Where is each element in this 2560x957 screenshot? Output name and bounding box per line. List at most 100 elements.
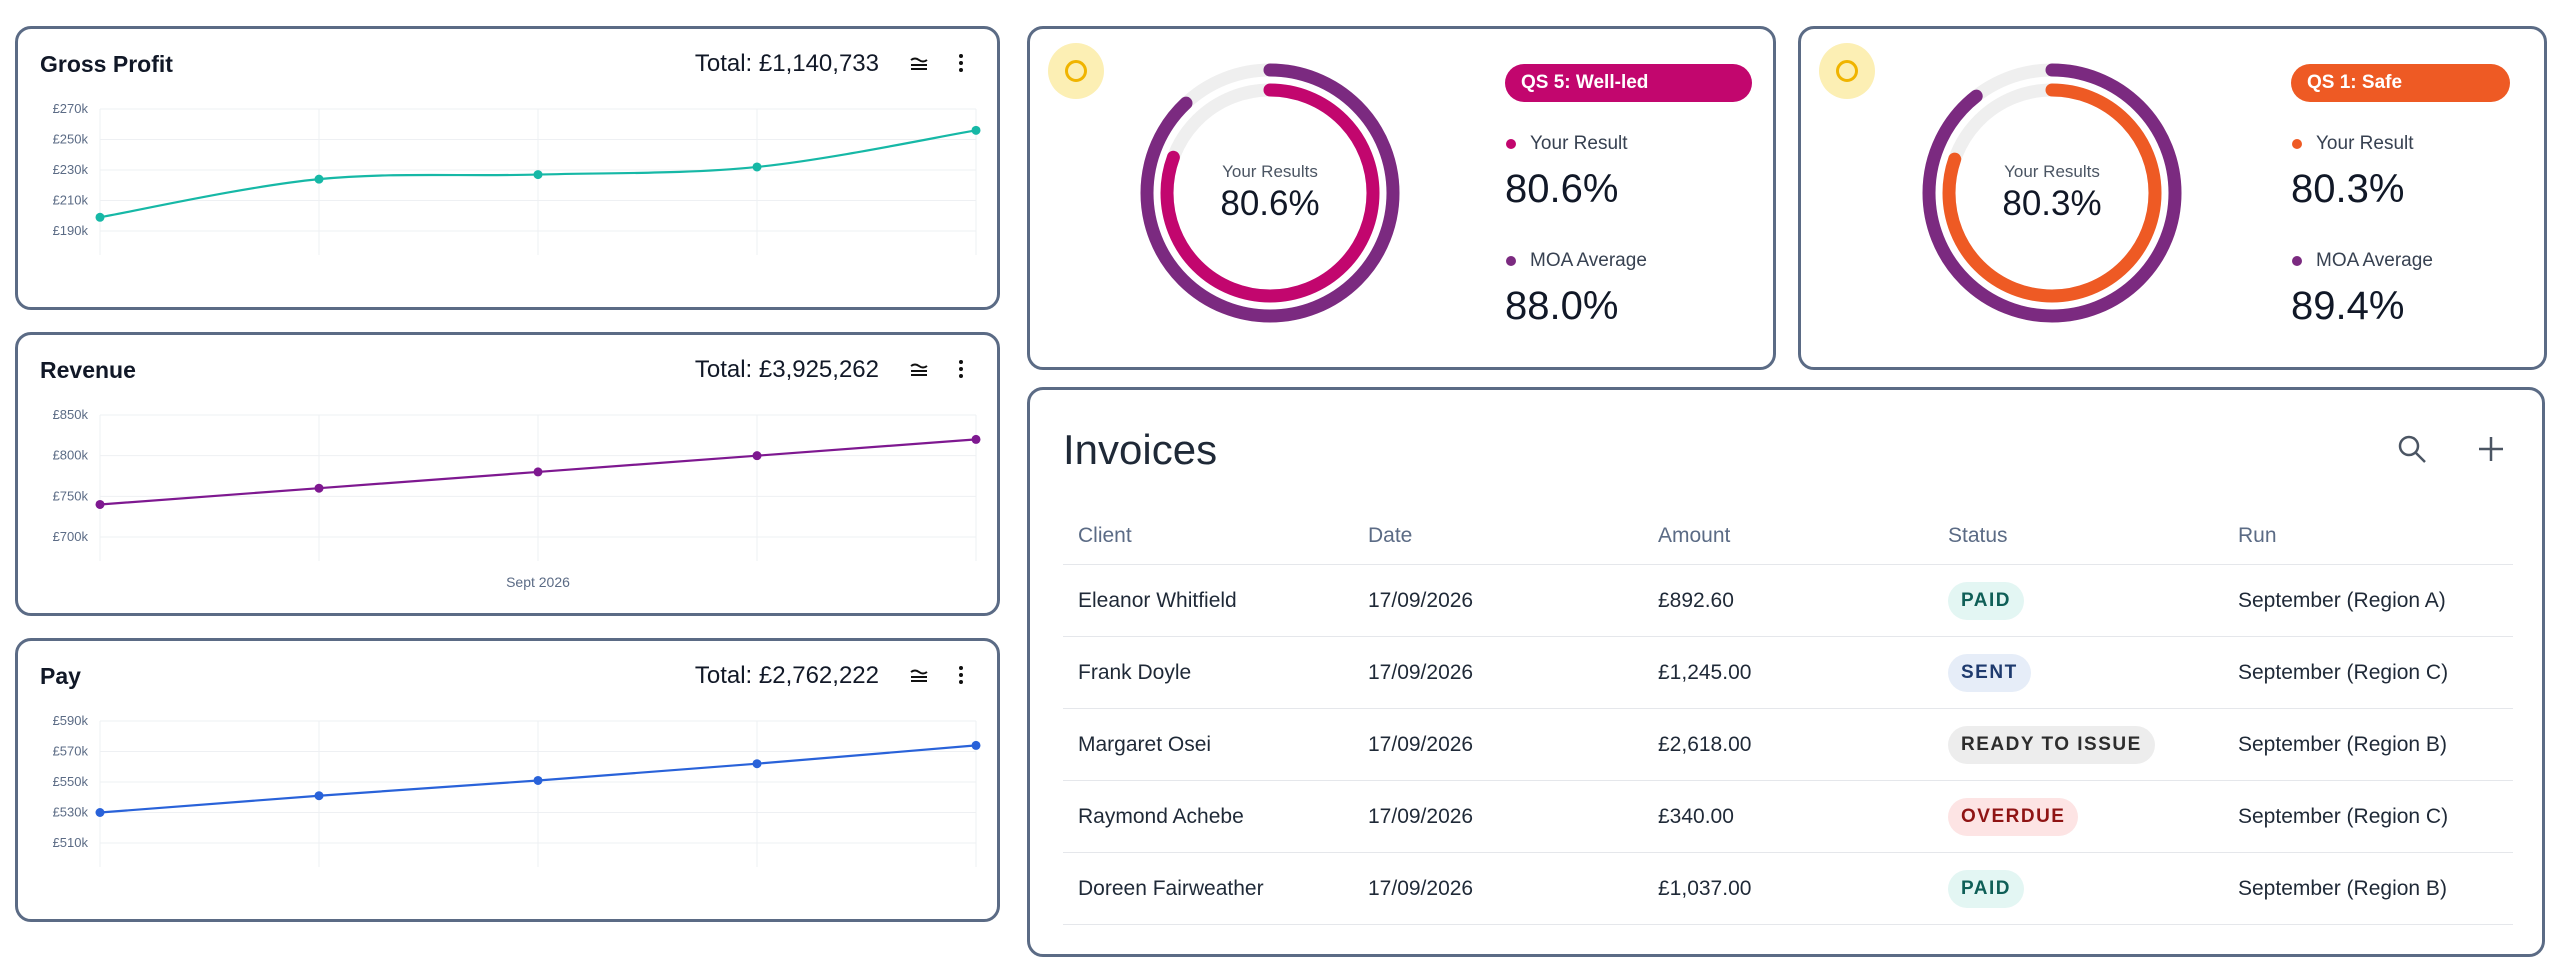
invoices-title: Invoices: [1063, 426, 1218, 473]
y-tick-label: £800k: [53, 448, 89, 463]
result-dot: [1506, 139, 1516, 149]
x-axis-label: Sept 2026: [506, 574, 570, 590]
y-tick-label: £590k: [53, 713, 89, 728]
data-point: [752, 759, 762, 769]
stack-layers-icon[interactable]: [901, 351, 937, 387]
stack-layers-icon[interactable]: [901, 45, 937, 81]
result-dot: [2292, 139, 2302, 149]
legend-label: MOA Average: [1530, 250, 1647, 271]
data-point: [95, 808, 105, 817]
status-cell: READY TO ISSUE: [1933, 708, 2223, 781]
table-row[interactable]: Raymond Achebe 17/09/2026 £340.00 OVERDUE Se…: [1063, 780, 2513, 853]
date-cell: 17/09/2026: [1353, 852, 1643, 925]
y-tick-label: £530k: [53, 805, 89, 820]
column-header[interactable]: Date: [1353, 508, 1643, 565]
status-cell: PAID: [1933, 564, 2223, 637]
y-tick-label: £570k: [53, 744, 89, 759]
qs-badge: QS 1: Safe: [2291, 64, 2510, 102]
run-cell: September (Region B): [2223, 852, 2513, 925]
column-header[interactable]: Amount: [1643, 508, 1933, 565]
stack-layers-icon[interactable]: [901, 657, 937, 693]
sun-icon: [1819, 43, 1875, 99]
gross-profit-card: Gross Profit Total: £1,140,733 £270k £250…: [15, 26, 1000, 310]
data-point: [314, 174, 324, 184]
avg-value: 89.4%: [2291, 284, 2405, 328]
legend-label: Your Result: [1530, 133, 1628, 154]
legend-moa-average: MOA Average: [1506, 250, 1647, 272]
data-point: [752, 162, 762, 172]
table-row[interactable]: Eleanor Whitfield 17/09/2026 £892.60 PAID Se…: [1063, 564, 2513, 637]
qs1-donut: [1922, 63, 2182, 323]
donut-center-value: 80.6%: [1220, 184, 1320, 223]
chart-total: Total: £1,140,733: [694, 50, 879, 77]
avg-ring: [1140, 63, 1400, 323]
donut-center: Your Results 80.3%: [1920, 61, 2184, 325]
qs5-donut: [1140, 63, 1400, 323]
table-row[interactable]: Frank Doyle 17/09/2026 £1,245.00 SENT Septem…: [1063, 636, 2513, 709]
search-icon[interactable]: [2391, 428, 2433, 470]
revenue-card: Revenue Total: £3,925,262 £850k £800k £750…: [15, 332, 1000, 616]
amount-cell: £340.00: [1643, 780, 1933, 853]
legend-your-result: Your Result: [2292, 133, 2414, 155]
invoices-table: Client Date Amount Status Run Eleanor Wh…: [1063, 508, 2513, 925]
avg-value: 88.0%: [1505, 284, 1619, 328]
legend-label: Your Result: [2316, 133, 2414, 154]
y-tick-label: £850k: [53, 407, 89, 422]
client-cell: Raymond Achebe: [1063, 780, 1353, 853]
date-cell: 17/09/2026: [1353, 708, 1643, 781]
data-point: [314, 483, 324, 493]
status-badge: OVERDUE: [1948, 797, 2079, 836]
column-header[interactable]: Run: [2223, 508, 2513, 565]
vertical-dots-icon[interactable]: [943, 351, 979, 387]
result-value: 80.3%: [2291, 167, 2405, 211]
run-cell: September (Region B): [2223, 708, 2513, 781]
result-ring: [1160, 83, 1380, 303]
client-cell: Frank Doyle: [1063, 636, 1353, 709]
data-point: [971, 125, 981, 135]
run-cell: September (Region C): [2223, 636, 2513, 709]
y-tick-label: £550k: [53, 774, 89, 789]
column-header[interactable]: Client: [1063, 508, 1353, 565]
pay-plot: £590k £570k £550k £530k £510k: [53, 713, 981, 867]
status-badge: READY TO ISSUE: [1948, 725, 2155, 764]
qs5-score-card: Your Results 80.6% QS 5: Well-led Your R…: [1027, 26, 1776, 370]
y-tick-label: £270k: [53, 101, 89, 116]
sun-icon: [1048, 43, 1104, 99]
data-point: [971, 740, 981, 750]
pay-card: Pay Total: £2,762,222 £590k £570k £550k £53…: [15, 638, 1000, 922]
y-tick-label: £230k: [53, 162, 89, 177]
table-row[interactable]: Margaret Osei 17/09/2026 £2,618.00 READY TO…: [1063, 708, 2513, 781]
amount-cell: £1,245.00: [1643, 636, 1933, 709]
status-cell: OVERDUE: [1933, 780, 2223, 853]
client-cell: Eleanor Whitfield: [1063, 564, 1353, 637]
table-row[interactable]: Doreen Fairweather 17/09/2026 £1,037.00 PAI…: [1063, 852, 2513, 925]
amount-cell: £1,037.00: [1643, 852, 1933, 925]
chart-title: Revenue: [40, 357, 136, 383]
column-header[interactable]: Status: [1933, 508, 2223, 565]
data-point: [314, 791, 324, 801]
vertical-dots-icon[interactable]: [943, 657, 979, 693]
y-tick-label: £750k: [53, 488, 89, 503]
avg-ring: [1922, 63, 2182, 323]
legend-moa-average: MOA Average: [2292, 250, 2433, 272]
status-badge: SENT: [1948, 653, 2031, 692]
status-badge: PAID: [1948, 869, 2024, 908]
gross-profit-plot: £270k £250k £230k £210k £190k: [53, 101, 981, 255]
donut-center: Your Results 80.6%: [1138, 61, 1402, 325]
client-cell: Doreen Fairweather: [1063, 852, 1353, 925]
status-cell: PAID: [1933, 852, 2223, 925]
amount-cell: £2,618.00: [1643, 708, 1933, 781]
qs1-score-card: Your Results 80.3% QS 1: Safe Your Resul…: [1798, 26, 2547, 370]
y-tick-label: £250k: [53, 132, 89, 147]
amount-cell: £892.60: [1643, 564, 1933, 637]
plus-icon[interactable]: [2470, 428, 2512, 470]
revenue-plot: £850k £800k £750k £700k Sept 2026: [53, 407, 981, 590]
vertical-dots-icon[interactable]: [943, 45, 979, 81]
legend-label: MOA Average: [2316, 250, 2433, 271]
y-tick-label: £700k: [53, 529, 89, 544]
y-tick-label: £210k: [53, 193, 89, 208]
data-point: [971, 434, 981, 444]
legend-your-result: Your Result: [1506, 133, 1628, 155]
chart-title: Pay: [40, 663, 81, 689]
run-cell: September (Region A): [2223, 564, 2513, 637]
